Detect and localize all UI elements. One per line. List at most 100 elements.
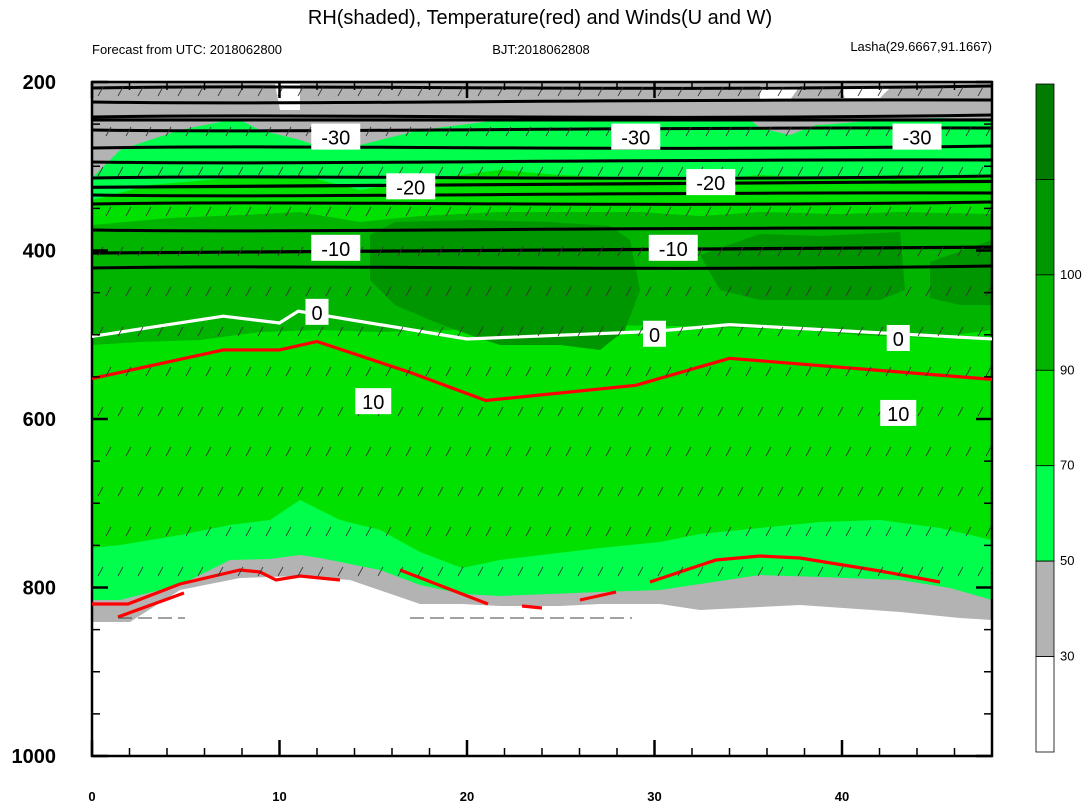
wind-barb xyxy=(485,206,492,217)
wind-barb xyxy=(517,406,524,417)
wind-barb xyxy=(505,366,512,377)
contour-label: 10 xyxy=(362,392,384,414)
wind-barb xyxy=(197,566,204,577)
wind-barb xyxy=(685,526,692,537)
wind-barb xyxy=(957,406,964,417)
wind-barb xyxy=(817,326,824,337)
contour-label-box xyxy=(386,173,436,200)
wind-barb xyxy=(365,366,372,377)
wind-barb xyxy=(405,526,412,537)
wind-barb xyxy=(417,326,424,337)
wind-barb xyxy=(345,366,352,377)
wind-barb xyxy=(177,246,184,257)
wind-barb xyxy=(125,286,132,297)
wind-barb xyxy=(377,326,384,337)
wind-barb xyxy=(657,166,664,177)
wind-barb xyxy=(665,126,672,137)
wind-barb xyxy=(417,246,424,257)
wind-barb xyxy=(597,406,604,417)
wind-barb xyxy=(805,366,812,377)
wind-barb xyxy=(445,366,452,377)
wind-barb xyxy=(777,246,784,257)
wind-barb xyxy=(217,86,224,97)
wind-barb xyxy=(237,486,244,497)
wind-barb xyxy=(725,366,732,377)
wind-barb xyxy=(545,446,552,457)
wind-barb xyxy=(945,286,952,297)
wind-barb xyxy=(617,246,624,257)
wind-barb xyxy=(957,86,964,97)
wind-barb xyxy=(917,326,924,337)
contour-label-box xyxy=(886,324,910,351)
wind-barb xyxy=(865,126,872,137)
wind-barb xyxy=(745,526,752,537)
wind-barb xyxy=(257,566,264,577)
wind-barb xyxy=(917,486,924,497)
wind-barb xyxy=(185,526,192,537)
rh-band-100-c xyxy=(930,240,992,305)
wind-barb xyxy=(905,366,912,377)
wind-barb xyxy=(337,406,344,417)
wind-barb xyxy=(377,246,384,257)
contour-labels: -30 -30 -30 -20 -20 -10 -10 0 0 0 10 10 xyxy=(305,123,942,426)
wind-barb xyxy=(317,86,324,97)
wind-barb xyxy=(225,206,232,217)
wind-barb xyxy=(785,286,792,297)
colorbar-swatch xyxy=(1035,369,1055,467)
wind-barb xyxy=(445,286,452,297)
isotherm-10-lower xyxy=(117,591,185,619)
wind-barb xyxy=(585,366,592,377)
wind-barb xyxy=(985,446,992,457)
wind-barb xyxy=(757,406,764,417)
wind-barb xyxy=(837,486,844,497)
wind-barb xyxy=(797,406,804,417)
wind-barb xyxy=(97,86,104,97)
wind-barb xyxy=(625,446,632,457)
isotherm-10-lower xyxy=(399,568,489,606)
wind-barb xyxy=(937,86,944,97)
wind-barb xyxy=(857,326,864,337)
wind-barb xyxy=(105,126,112,137)
wind-barb xyxy=(477,566,484,577)
wind-barb xyxy=(565,526,572,537)
wind-barb xyxy=(277,486,284,497)
wind-barb xyxy=(477,246,484,257)
wind-barb xyxy=(577,486,584,497)
wind-barb xyxy=(837,246,844,257)
isotherm-line xyxy=(92,84,992,90)
wind-barb xyxy=(957,566,964,577)
wind-barb xyxy=(977,566,984,577)
wind-barb xyxy=(337,166,344,177)
wind-barb xyxy=(797,326,804,337)
wind-barb xyxy=(557,566,564,577)
wind-barb xyxy=(505,286,512,297)
wind-barb xyxy=(977,486,984,497)
wind-barb xyxy=(217,406,224,417)
wind-barb xyxy=(165,126,172,137)
wind-barb xyxy=(557,486,564,497)
wind-barb xyxy=(845,126,852,137)
wind-barb xyxy=(357,486,364,497)
wind-barb xyxy=(157,486,164,497)
wind-barb xyxy=(137,166,144,177)
isotherm-line xyxy=(92,191,992,198)
wind-barb xyxy=(625,286,632,297)
wind-barb xyxy=(965,366,972,377)
wind-barb xyxy=(305,366,312,377)
isotherm-line xyxy=(92,226,992,233)
wind-barb xyxy=(897,86,904,97)
wind-barb xyxy=(937,566,944,577)
wind-barb xyxy=(485,126,492,137)
wind-barb xyxy=(917,566,924,577)
wind-barb xyxy=(217,566,224,577)
contour-label-box xyxy=(880,399,917,426)
isotherm-10-lower xyxy=(92,568,341,606)
wind-barb xyxy=(305,286,312,297)
wind-barb xyxy=(717,326,724,337)
wind-barb xyxy=(305,446,312,457)
wind-barb xyxy=(825,366,832,377)
wind-barb xyxy=(137,406,144,417)
wind-barb xyxy=(277,246,284,257)
wind-barb xyxy=(605,286,612,297)
